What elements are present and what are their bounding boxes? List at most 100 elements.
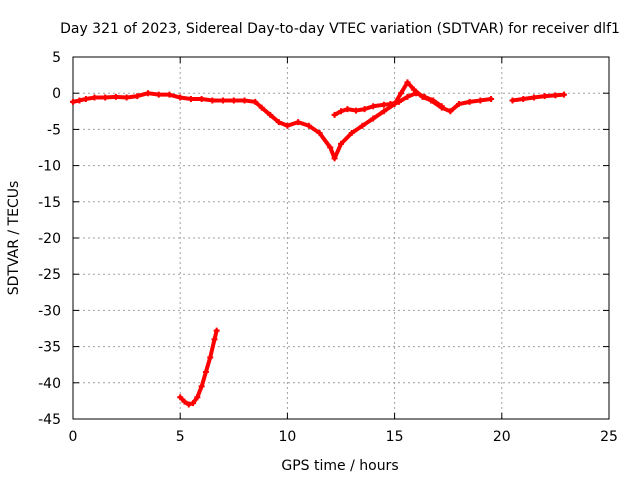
x-tick-label: 5 [176, 429, 185, 445]
data-point [520, 95, 527, 102]
data-point [560, 91, 567, 98]
data-point [387, 101, 394, 108]
x-tick-label: 15 [386, 429, 404, 445]
data-point [207, 354, 214, 361]
data-point [112, 93, 119, 100]
data-point [284, 122, 291, 129]
data-point [404, 93, 411, 100]
data-point [466, 98, 473, 105]
data-point [404, 79, 411, 86]
data-point [305, 122, 312, 129]
data-point [123, 94, 130, 101]
data-point [76, 97, 83, 104]
y-tick-label: -30 [38, 303, 61, 319]
data-point [331, 111, 338, 118]
data-point [198, 383, 205, 390]
data-point [398, 90, 405, 97]
data-point [241, 97, 248, 104]
data-point [530, 94, 537, 101]
data-point [275, 119, 282, 126]
data-point [316, 130, 323, 137]
data-point [187, 95, 194, 102]
data-point [477, 97, 484, 104]
data-point [359, 122, 366, 129]
x-axis-label: GPS time / hours [281, 458, 398, 474]
x-tick-label: 20 [493, 429, 511, 445]
series-line [178, 328, 219, 407]
tick-layer: 0 5 10 15 20 25 5 0 -5 -10 -15 -20 -25 -30 -35 -40 -45 [38, 50, 618, 445]
data-point [552, 92, 559, 99]
data-point [209, 97, 216, 104]
data-point [361, 106, 368, 113]
data-point [331, 155, 338, 162]
series-upper-band-secondary [331, 90, 445, 118]
data-point [220, 97, 227, 104]
y-tick-label: -45 [38, 412, 61, 428]
data-point [447, 108, 454, 115]
y-tick-label: -25 [38, 267, 61, 283]
data-point [348, 130, 355, 137]
data-point [438, 103, 445, 110]
data-point [102, 94, 109, 101]
data-point [267, 111, 274, 118]
data-point [198, 95, 205, 102]
data-point [181, 398, 188, 405]
y-tick-label: -35 [38, 340, 61, 356]
data-point [421, 93, 428, 100]
data-point [194, 394, 201, 401]
data-point [430, 97, 437, 104]
data-point [410, 86, 417, 93]
data-point [370, 115, 377, 122]
data-point [230, 97, 237, 104]
y-tick-label: 5 [52, 50, 61, 66]
data-point [91, 94, 98, 101]
data-point [295, 119, 302, 126]
x-tick-label: 25 [600, 429, 618, 445]
data-point [488, 95, 495, 102]
series-low-segment [177, 327, 220, 408]
data-point [211, 336, 218, 343]
data-point [338, 108, 344, 115]
y-tick-label: 0 [52, 86, 61, 102]
data-point [338, 140, 344, 147]
data-point [70, 98, 76, 105]
data-point [353, 107, 360, 114]
data-point [455, 101, 462, 108]
data-point [413, 90, 420, 97]
data-point [145, 90, 152, 97]
data-point [166, 91, 173, 98]
y-tick-label: -5 [47, 122, 61, 138]
data-point [370, 103, 377, 110]
data-point [185, 401, 192, 408]
data-point [541, 93, 548, 100]
data-point [509, 97, 516, 104]
y-axis-label: SDTVAR / TECUs [6, 181, 22, 296]
data-point [380, 101, 387, 108]
data-point [395, 98, 402, 105]
y-tick-label: -20 [38, 231, 61, 247]
series-late-segment [509, 91, 567, 104]
series-upper-band [70, 79, 495, 162]
x-tick-label: 0 [69, 429, 78, 445]
series-layer [70, 79, 567, 408]
data-point [213, 327, 220, 334]
y-tick-label: -40 [38, 376, 61, 392]
chart-title: Day 321 of 2023, Sidereal Day-to-day VTE… [60, 21, 620, 37]
data-point [344, 106, 351, 113]
data-point [380, 108, 387, 115]
data-point [202, 368, 209, 375]
y-tick-label: -15 [38, 195, 61, 211]
y-tick-label: -10 [38, 159, 61, 175]
data-point [258, 104, 265, 111]
x-tick-label: 10 [278, 429, 296, 445]
data-point [82, 95, 89, 102]
series-line [71, 80, 494, 161]
grid-layer [73, 57, 609, 419]
data-point [252, 98, 259, 105]
data-point [155, 91, 162, 98]
data-point [327, 144, 334, 151]
data-point [190, 400, 197, 407]
data-point [177, 394, 184, 401]
data-point [134, 93, 141, 100]
